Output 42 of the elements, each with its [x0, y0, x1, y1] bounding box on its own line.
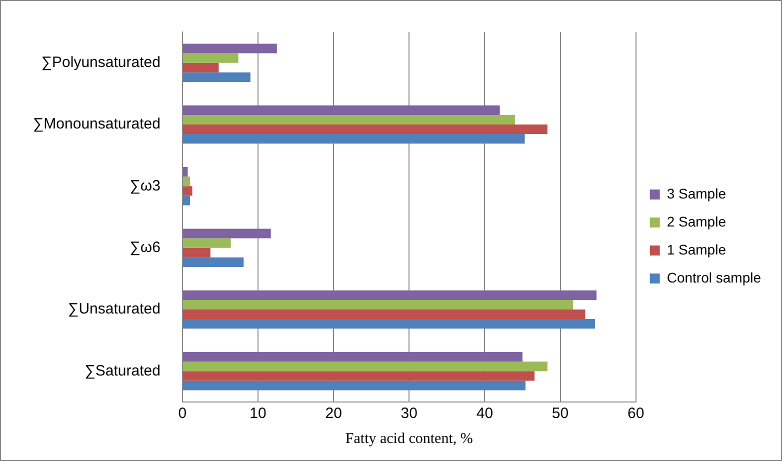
- bar: [182, 114, 515, 124]
- bar: [182, 167, 188, 177]
- y-tick-label: ∑ω6: [130, 238, 160, 256]
- bar: [182, 362, 548, 372]
- bar: [182, 352, 522, 362]
- bar: [182, 300, 574, 310]
- legend-label: 2 Sample: [666, 213, 726, 230]
- y-tick-label: ∑Unsaturated: [68, 300, 160, 318]
- x-tick-label: 10: [250, 405, 266, 422]
- legend-label: 3 Sample: [666, 185, 726, 202]
- y-tick-label: ∑Monounsaturated: [32, 116, 160, 133]
- bar: [182, 371, 535, 381]
- x-axis-title: Fatty acid content, %: [345, 430, 473, 447]
- bar: [182, 310, 586, 320]
- bar: [182, 44, 277, 54]
- bar: [182, 380, 526, 390]
- bar: [182, 257, 244, 267]
- bar: [182, 62, 219, 72]
- bar: [182, 186, 192, 196]
- x-tick-label: 30: [400, 405, 418, 422]
- bar: [182, 72, 250, 82]
- bar: [182, 124, 548, 134]
- legend-label: 1 Sample: [666, 241, 726, 258]
- x-tick-label: 50: [552, 405, 569, 422]
- bar: [182, 319, 596, 329]
- x-tick-label: 0: [178, 405, 187, 422]
- bar: [182, 176, 190, 186]
- bar: [182, 248, 210, 258]
- x-tick-label: 60: [628, 405, 644, 422]
- x-tick-label: 40: [476, 405, 494, 422]
- bar: [182, 238, 231, 248]
- bar: [182, 228, 271, 238]
- bar: [182, 105, 500, 115]
- y-tick-label: ∑Polyunsaturated: [41, 54, 160, 71]
- x-tick-label: 20: [325, 405, 342, 422]
- legend-label: Control sample: [666, 269, 762, 286]
- bar: [182, 134, 525, 144]
- y-tick-label: ∑ω3: [130, 177, 160, 194]
- bar: [182, 196, 190, 206]
- bar: [182, 290, 597, 300]
- bar: [182, 53, 238, 63]
- y-tick-label: ∑Saturated: [84, 362, 160, 380]
